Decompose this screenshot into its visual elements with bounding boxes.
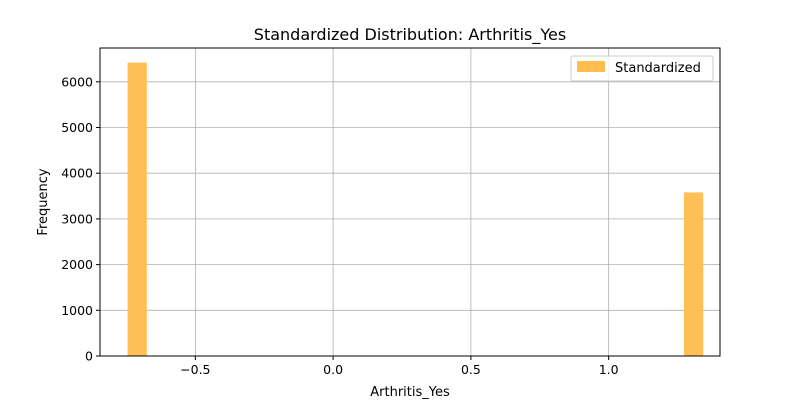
x-tick-label-2: 0.5: [461, 362, 481, 377]
plot-frame: [99, 47, 721, 357]
bar-0-1: [683, 192, 704, 356]
legend-label: Standardized: [615, 61, 701, 76]
y-tick-label-1: 1000: [61, 303, 93, 318]
y-tick-label-4: 4000: [61, 166, 93, 181]
bar-0-0: [127, 62, 147, 357]
y-tick-label-2: 2000: [61, 257, 93, 272]
x-tick-label-0: −0.5: [180, 362, 210, 377]
x-tick-label-1: 0.0: [323, 362, 343, 377]
legend-swatch: [577, 61, 605, 72]
y-tick-label-3: 3000: [61, 211, 93, 226]
x-tick-label-3: 1.0: [599, 362, 619, 377]
x-axis-label: Arthritis_Yes: [370, 385, 450, 400]
y-axis-label: Frequency: [36, 168, 51, 235]
y-tick-label-6: 6000: [61, 74, 93, 89]
legend: Standardized: [570, 55, 714, 82]
y-tick-label-5: 5000: [61, 120, 93, 135]
bars: [127, 62, 704, 357]
y-tick-label-0: 0: [85, 349, 93, 364]
x-axis-ticks: −0.5 0.0 0.5 1.0: [180, 356, 619, 377]
legend-frame: [570, 55, 714, 82]
chart-title: Standardized Distribution: Arthritis_Yes: [254, 25, 566, 45]
grid-lines: [100, 48, 720, 357]
y-axis-ticks: 0 1000 2000 3000 4000 5000 6000: [61, 74, 100, 364]
